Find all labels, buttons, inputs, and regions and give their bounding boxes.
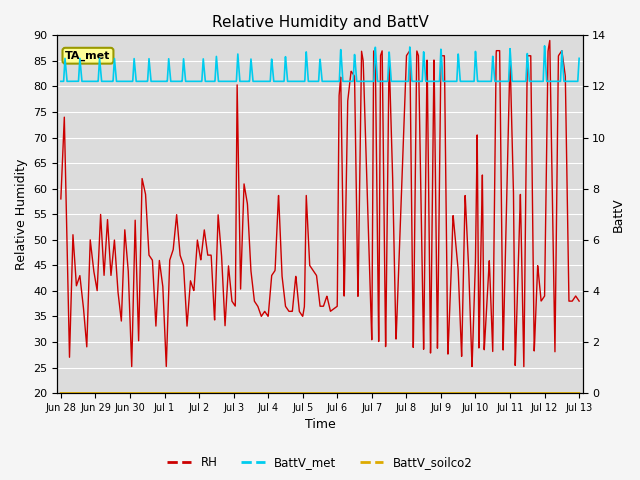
Y-axis label: Relative Humidity: Relative Humidity <box>15 158 28 270</box>
Text: TA_met: TA_met <box>65 50 111 61</box>
Legend: RH, BattV_met, BattV_soilco2: RH, BattV_met, BattV_soilco2 <box>163 452 477 474</box>
X-axis label: Time: Time <box>305 419 335 432</box>
Title: Relative Humidity and BattV: Relative Humidity and BattV <box>212 15 428 30</box>
Y-axis label: BattV: BattV <box>612 197 625 231</box>
